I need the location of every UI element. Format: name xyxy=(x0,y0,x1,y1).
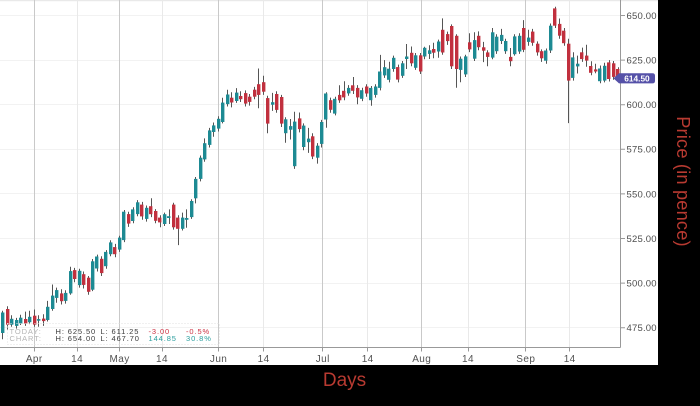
svg-text:H: 654.00: H: 654.00 xyxy=(56,334,97,343)
svg-text:Sep: Sep xyxy=(516,354,535,365)
svg-text:14: 14 xyxy=(564,354,576,365)
svg-text:-3.00: -3.00 xyxy=(149,327,171,336)
svg-text:Jun: Jun xyxy=(210,354,227,365)
svg-text:14: 14 xyxy=(156,354,168,365)
svg-text:600.00: 600.00 xyxy=(627,100,657,111)
svg-text:Apr: Apr xyxy=(26,354,43,365)
svg-text:525.00: 525.00 xyxy=(627,234,657,245)
svg-text:14: 14 xyxy=(362,354,374,365)
svg-text:625.00: 625.00 xyxy=(627,56,657,67)
svg-text:H: 625.50: H: 625.50 xyxy=(56,327,97,336)
svg-text:650.00: 650.00 xyxy=(627,11,657,22)
svg-text:L: 611.25: L: 611.25 xyxy=(101,327,140,336)
svg-text:14: 14 xyxy=(462,354,474,365)
svg-text:575.00: 575.00 xyxy=(627,145,657,156)
svg-text:14: 14 xyxy=(258,354,270,365)
svg-text:Jul: Jul xyxy=(316,354,330,365)
svg-text:Days: Days xyxy=(323,370,366,391)
svg-text:Aug: Aug xyxy=(412,354,431,365)
svg-text:CHART:: CHART: xyxy=(10,334,42,343)
svg-text:L: 467.70: L: 467.70 xyxy=(101,334,140,343)
svg-text:May: May xyxy=(110,354,130,365)
svg-text:TODAY:: TODAY: xyxy=(10,327,42,336)
svg-text:475.00: 475.00 xyxy=(627,323,657,334)
svg-text:614.50: 614.50 xyxy=(624,73,650,83)
svg-text:144.85: 144.85 xyxy=(149,334,177,343)
svg-text:14: 14 xyxy=(71,354,83,365)
svg-text:-0.5%: -0.5% xyxy=(186,327,210,336)
svg-text:Price (in pence): Price (in pence) xyxy=(673,116,693,247)
svg-text:550.00: 550.00 xyxy=(627,189,657,200)
svg-text:30.8%: 30.8% xyxy=(186,334,212,343)
svg-text:500.00: 500.00 xyxy=(627,279,657,290)
